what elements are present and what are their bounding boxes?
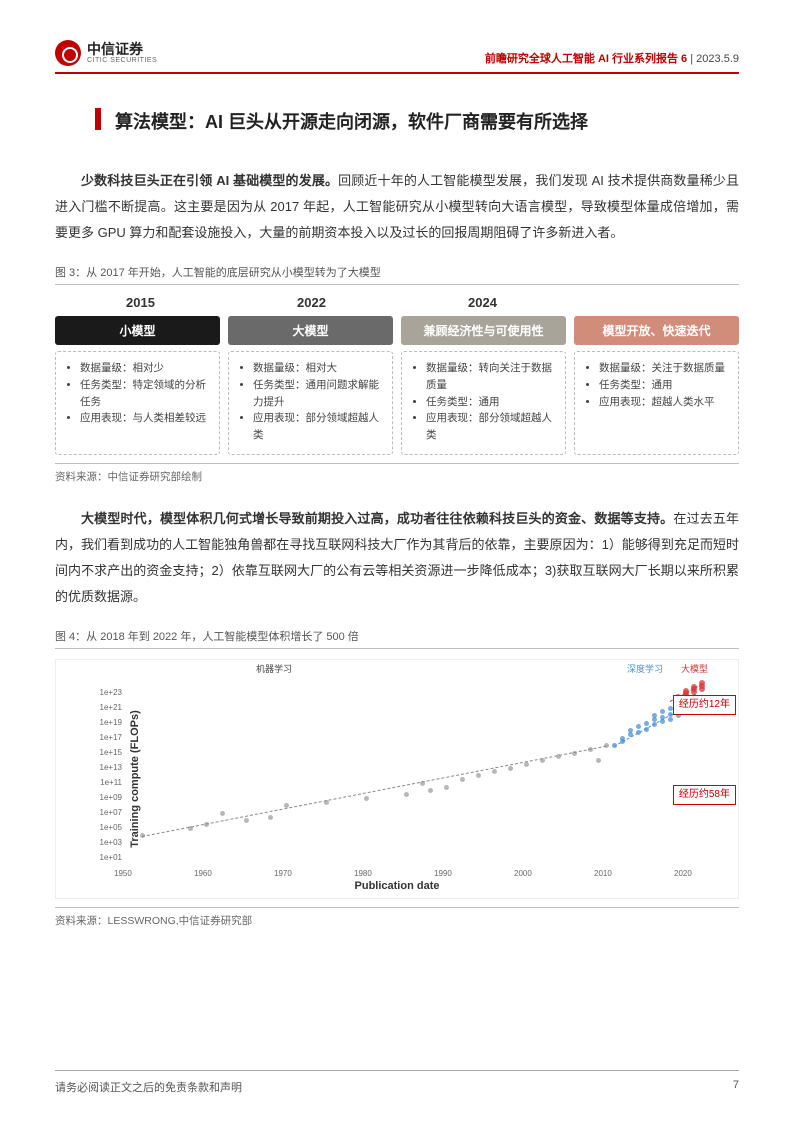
paragraph-2: 大模型时代，模型体积几何式增长导致前期投入过高，成功者往往依赖科技巨头的资金、数… [55, 506, 739, 610]
report-series: 前瞻研究全球人工智能 AI 行业系列报告 6 [485, 53, 687, 65]
fig4-legend: 机器学习 [256, 662, 292, 675]
fig4-callout-1: 经历约12年 [673, 695, 736, 715]
fig4-xtick: 1950 [114, 869, 132, 878]
fig4-point [476, 773, 481, 778]
logo: 中信证券 CITIC SECURITIES [55, 40, 157, 66]
fig4-ytick: 1e+09 [78, 793, 122, 802]
section-bar-icon [95, 108, 101, 130]
fig3-bullet: 应用表现：与人类相差较远 [80, 410, 209, 427]
fig4-point [668, 717, 673, 722]
fig4-xtick: 1970 [274, 869, 292, 878]
fig3-bullet: 数据量级：相对大 [253, 360, 382, 377]
fig4-xtick: 2000 [514, 869, 532, 878]
fig4-point [460, 777, 465, 782]
fig4-point [220, 811, 225, 816]
para2-bold: 大模型时代，模型体积几何式增长导致前期投入过高，成功者往往依赖科技巨头的资金、数… [81, 511, 673, 526]
fig4-point [508, 766, 513, 771]
footer-disclaimer: 请务必阅读正文之后的免责条款和声明 [55, 1079, 242, 1095]
fig4-ytick: 1e+23 [78, 688, 122, 697]
fig3: 201520222024 小模型大模型兼顾经济性与可使用性模型开放、快速迭代 数… [55, 295, 739, 455]
fig4-ytick: 1e+17 [78, 733, 122, 742]
fig3-bullet: 数据量级：转向关注于数据质量 [426, 360, 555, 394]
fig4-xlabel: Publication date [56, 880, 738, 892]
fig3-source: 资料来源：中信证券研究部绘制 [55, 463, 739, 484]
fig4-point [444, 785, 449, 790]
logo-subtext: CITIC SECURITIES [87, 57, 157, 64]
fig3-col-body: 数据量级：相对少任务类型：特定领域的分析任务应用表现：与人类相差较远 [55, 351, 220, 455]
fig4-ytick: 1e+19 [78, 718, 122, 727]
fig3-bullet: 任务类型：通用 [426, 394, 555, 411]
fig3-col-head: 大模型 [228, 316, 393, 345]
fig3-year: 2024 [397, 295, 568, 310]
fig3-year: 2022 [226, 295, 397, 310]
fig3-bullet: 任务类型：通用 [599, 377, 728, 394]
fig4-ytick: 1e+11 [78, 778, 122, 787]
fig3-bullet: 任务类型：通用问题求解能力提升 [253, 377, 382, 411]
fig3-bullet: 应用表现：部分领域超越人类 [253, 410, 382, 444]
section-heading: 算法模型：AI 巨头从开源走向闭源，软件厂商需要有所选择 [95, 104, 739, 140]
fig4-ytick: 1e+13 [78, 763, 122, 772]
fig4-point [492, 769, 497, 774]
fig4-legend-dl: 深度学习 [627, 662, 663, 675]
fig4-point [244, 818, 249, 823]
fig4-point [652, 713, 657, 718]
header-right: 前瞻研究全球人工智能 AI 行业系列报告 6 | 2023.5.9 [485, 50, 739, 66]
fig3-col-head: 兼顾经济性与可使用性 [401, 316, 566, 345]
fig3-col-body: 数据量级：相对大任务类型：通用问题求解能力提升应用表现：部分领域超越人类 [228, 351, 393, 455]
fig3-bullet: 任务类型：特定领域的分析任务 [80, 377, 209, 411]
fig4-point [596, 758, 601, 763]
fig4-legend-ml: 机器学习 [256, 662, 292, 675]
fig4-point [636, 724, 641, 729]
logo-mark-icon [55, 40, 81, 66]
fig4-point [668, 706, 673, 711]
footer-page-num: 7 [733, 1079, 739, 1095]
fig3-col-body: 数据量级：关注于数据质量任务类型：通用应用表现：超越人类水平 [574, 351, 739, 455]
paragraph-1: 少数科技巨头正在引领 AI 基础模型的发展。回顾近十年的人工智能模型发展，我们发… [55, 168, 739, 246]
fig4-ytick: 1e+03 [78, 838, 122, 847]
fig3-bullet: 应用表现：超越人类水平 [599, 394, 728, 411]
fig4-ytick: 1e+05 [78, 823, 122, 832]
fig4-point [644, 721, 649, 726]
fig4-trendline [142, 746, 606, 837]
fig3-col-head: 模型开放、快速迭代 [574, 316, 739, 345]
fig4-legend-right: 深度学习 大模型 [627, 662, 708, 675]
fig4-point [660, 709, 665, 714]
fig4-point [699, 686, 705, 692]
fig3-year: 2015 [55, 295, 226, 310]
fig3-col-body: 数据量级：转向关注于数据质量任务类型：通用应用表现：部分领域超越人类 [401, 351, 566, 455]
fig4-point [524, 762, 529, 767]
fig4-ytick: 1e+01 [78, 853, 122, 862]
fig4-source: 资料来源：LESSWRONG,中信证券研究部 [55, 907, 739, 928]
para1-bold: 少数科技巨头正在引领 AI 基础模型的发展。 [81, 173, 338, 188]
fig4-xtick: 2020 [674, 869, 692, 878]
fig4-xtick: 1990 [434, 869, 452, 878]
fig4: Training compute (FLOPs) Publication dat… [55, 659, 739, 899]
fig4-callout-2: 经历约58年 [673, 785, 736, 805]
fig4-ytick: 1e+15 [78, 748, 122, 757]
section-title: 算法模型：AI 巨头从开源走向闭源，软件厂商需要有所选择 [115, 104, 588, 140]
fig4-point [268, 815, 273, 820]
fig4-point [364, 796, 369, 801]
fig4-legend-lm: 大模型 [681, 662, 708, 675]
fig4-ytick: 1e+21 [78, 703, 122, 712]
fig3-caption: 图 3：从 2017 年开始，人工智能的底层研究从小模型转为了大模型 [55, 264, 739, 285]
fig4-xtick: 1960 [194, 869, 212, 878]
page-footer: 请务必阅读正文之后的免责条款和声明 7 [55, 1070, 739, 1095]
fig4-point [428, 788, 433, 793]
fig4-caption: 图 4：从 2018 年到 2022 年，人工智能模型体积增长了 500 倍 [55, 628, 739, 649]
logo-text: 中信证券 [87, 42, 157, 57]
fig3-col-head: 小模型 [55, 316, 220, 345]
fig4-xtick: 2010 [594, 869, 612, 878]
page-header: 中信证券 CITIC SECURITIES 前瞻研究全球人工智能 AI 行业系列… [55, 40, 739, 74]
fig3-bullet: 数据量级：关注于数据质量 [599, 360, 728, 377]
fig4-point [628, 728, 633, 733]
fig4-ytick: 1e+07 [78, 808, 122, 817]
fig4-point [404, 792, 409, 797]
report-date: 2023.5.9 [696, 53, 739, 65]
fig4-xtick: 1980 [354, 869, 372, 878]
fig3-bullet: 应用表现：部分领域超越人类 [426, 410, 555, 444]
fig3-bullet: 数据量级：相对少 [80, 360, 209, 377]
